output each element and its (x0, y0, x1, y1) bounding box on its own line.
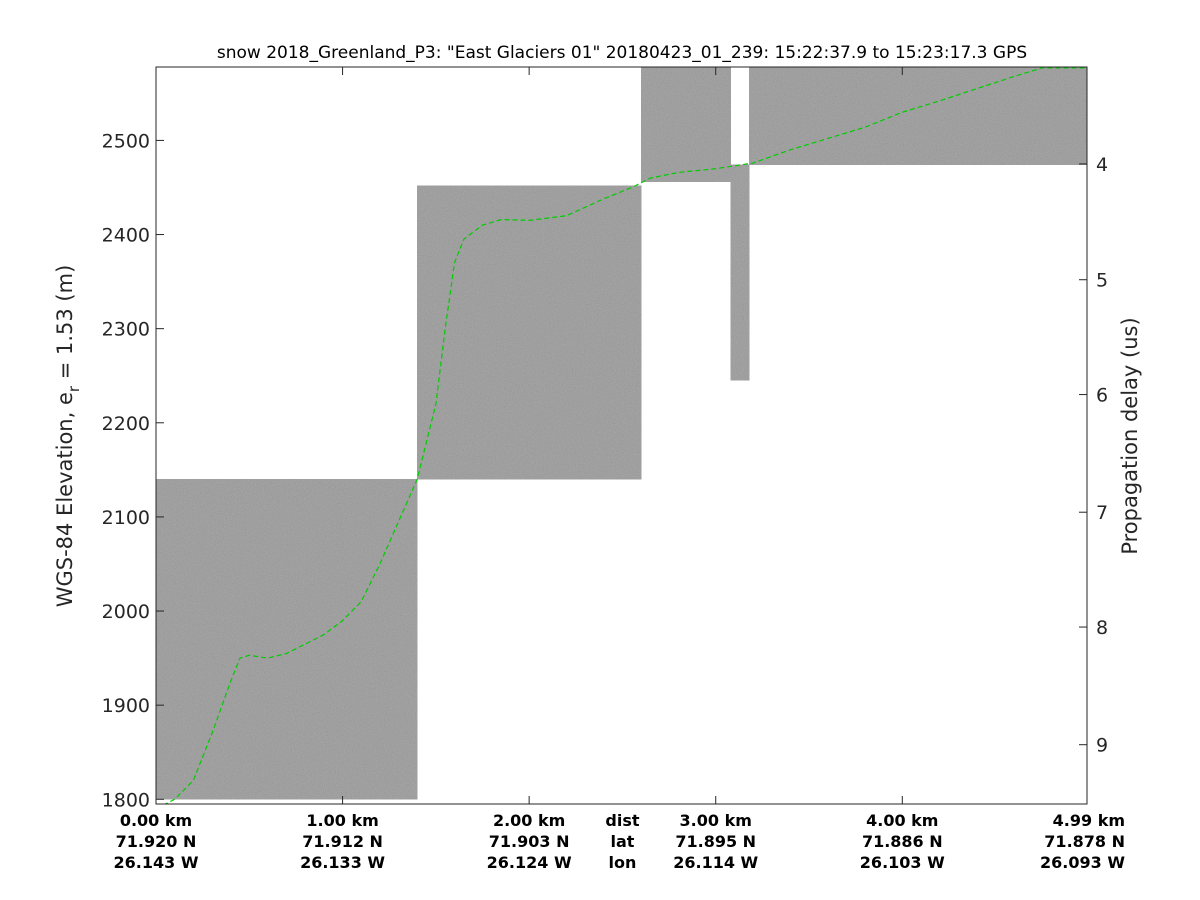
y-right-tick-label: 8 (1096, 617, 1108, 639)
y-right-tick-label: 5 (1096, 270, 1108, 292)
y-right-tick-label: 6 (1096, 385, 1108, 407)
echogram-segment-2 (417, 185, 642, 480)
x-tick-lon-label: 26.103 W (860, 853, 945, 872)
y-axis-left-label-main: WGS-84 Elevation, e (53, 392, 77, 607)
y-axis-left-label-tail: = 1.53 (m) (53, 265, 77, 386)
y-axis-right-label: Propagation delay (us) (1118, 317, 1142, 554)
x-tick-dist-label: 3.00 km (680, 811, 752, 830)
y-left-tick-label: 2300 (102, 319, 150, 341)
x-tick-dist-label: 0.00 km (120, 811, 192, 830)
x-tick-dist-label: 2.00 km (493, 811, 565, 830)
y-left-tick-label: 2200 (102, 413, 150, 435)
echogram-segments (156, 67, 1087, 800)
x-tick-lon-label: 26.093 W (1040, 853, 1125, 872)
axes-layer: 1800 1900 2000 2100 2200 2300 2400 2500 4 5 6 7 8 9 0.… (102, 66, 1125, 872)
x-tick-lat-label: 71.878 N (1044, 832, 1125, 851)
x-tick-dist-label: 1.00 km (306, 811, 378, 830)
y-axis-right-label-text: Propagation delay (us) (1118, 317, 1142, 554)
y-axis-left-label-subscript: r (65, 385, 83, 392)
row-label-dist: dist (605, 811, 639, 830)
echogram-segment-1 (156, 479, 418, 800)
x-tick-dist-label: 4.00 km (866, 811, 938, 830)
y-axis-left-label: WGS-84 Elevation, er = 1.53 (m) (53, 265, 83, 608)
y-left-tick-label: 2400 (102, 225, 150, 247)
y-right-tick-label: 7 (1096, 502, 1108, 524)
surface-line (164, 67, 1087, 804)
x-tick-lon-label: 26.143 W (114, 853, 199, 872)
x-tick-lat-label: 71.920 N (116, 832, 197, 851)
y-left-tick-label: 1800 (102, 789, 150, 811)
x-tick-dist-label: 4.99 km (1053, 811, 1125, 830)
y-left-tick-label: 2500 (102, 130, 150, 152)
y-right-tick-label: 4 (1096, 154, 1108, 176)
y-left-tick-label: 2100 (102, 507, 150, 529)
surface-layer (164, 67, 1087, 804)
svg-text:WGS-84 Elevation, er = 1.53 (m: WGS-84 Elevation, er = 1.53 (m) (53, 265, 83, 608)
x-tick-lat-label: 71.895 N (675, 832, 756, 851)
x-tick-lon-label: 26.114 W (673, 853, 758, 872)
chart-title: snow 2018_Greenland_P3: "East Glaciers 0… (217, 43, 1027, 63)
x-tick-lat-label: 71.886 N (862, 832, 943, 851)
x-tick-lat-label: 71.912 N (302, 832, 383, 851)
y-left-tick-label: 2000 (102, 601, 150, 623)
row-label-lat: lat (610, 832, 634, 851)
echogram-segment-5 (749, 67, 1087, 165)
echogram-segment-4 (730, 164, 750, 381)
x-tick-lat-label: 71.903 N (489, 832, 570, 851)
x-tick-lon-label: 26.133 W (300, 853, 385, 872)
echogram-segment-3 (641, 67, 731, 182)
row-label-lon: lon (608, 853, 636, 872)
x-tick-lon-label: 26.124 W (487, 853, 572, 872)
y-left-tick-label: 1900 (102, 695, 150, 717)
plot-frame (155, 66, 1088, 805)
y-right-tick-label: 9 (1096, 735, 1108, 757)
